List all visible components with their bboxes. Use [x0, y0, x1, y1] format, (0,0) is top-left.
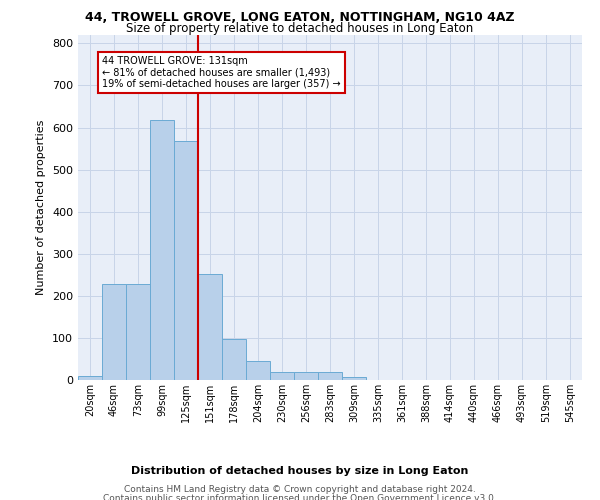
Bar — [270, 372, 294, 380]
Text: Contains public sector information licensed under the Open Government Licence v3: Contains public sector information licen… — [103, 494, 497, 500]
Text: Size of property relative to detached houses in Long Eaton: Size of property relative to detached ho… — [127, 22, 473, 35]
Y-axis label: Number of detached properties: Number of detached properties — [37, 120, 46, 295]
Bar — [150, 120, 174, 380]
Text: Contains HM Land Registry data © Crown copyright and database right 2024.: Contains HM Land Registry data © Crown c… — [124, 485, 476, 494]
Text: Distribution of detached houses by size in Long Eaton: Distribution of detached houses by size … — [131, 466, 469, 476]
Bar — [174, 141, 198, 380]
Bar — [126, 284, 150, 380]
Bar — [246, 362, 270, 380]
Text: 44, TROWELL GROVE, LONG EATON, NOTTINGHAM, NG10 4AZ: 44, TROWELL GROVE, LONG EATON, NOTTINGHA… — [85, 11, 515, 24]
Bar — [198, 274, 222, 380]
Bar — [102, 284, 126, 380]
Bar — [318, 372, 342, 380]
Bar — [342, 376, 366, 380]
Bar — [294, 372, 318, 380]
Bar — [222, 339, 246, 380]
Bar — [78, 376, 102, 380]
Text: 44 TROWELL GROVE: 131sqm
← 81% of detached houses are smaller (1,493)
19% of sem: 44 TROWELL GROVE: 131sqm ← 81% of detach… — [102, 56, 341, 89]
